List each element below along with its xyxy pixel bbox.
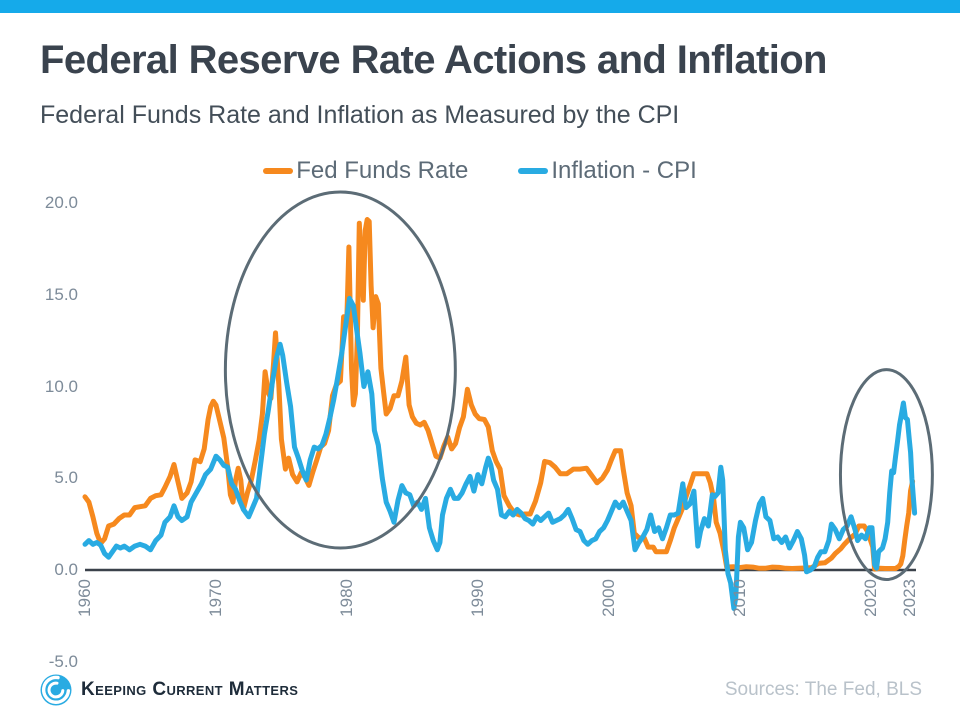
- page-subtitle: Federal Funds Rate and Inflation as Meas…: [40, 101, 680, 129]
- fed-funds-rate-legend-label: Fed Funds Rate: [296, 157, 469, 184]
- kcm-swirl-icon: [40, 674, 72, 706]
- legend-item-fed-funds-rate: Fed Funds Rate: [263, 157, 468, 185]
- inflation-cpi-line-swatch: [518, 168, 549, 174]
- x-axis-tick-label: 1970: [205, 579, 225, 617]
- x-axis-tick-label: 1980: [336, 579, 356, 617]
- y-axis-tick-label: -5.0: [48, 651, 78, 671]
- page-title: Federal Reserve Rate Actions and Inflati…: [40, 38, 827, 82]
- x-axis-tick-label: 2023: [899, 579, 919, 617]
- fed-funds-rate-line-swatch: [263, 168, 294, 174]
- legend-item-inflation-cpi: Inflation - CPI: [518, 157, 697, 185]
- x-axis-tick-label: 2020: [860, 579, 880, 617]
- top-accent-bar: [0, 0, 960, 13]
- x-axis-tick-label: 2010: [729, 579, 749, 617]
- x-axis-tick-label: 1960: [75, 579, 94, 617]
- y-axis-tick-label: 5.0: [54, 468, 78, 488]
- sources-note: Sources: The Fed, BLS: [724, 679, 922, 700]
- y-axis-tick-label: 20.0: [44, 193, 78, 212]
- inflation-cpi-legend-label: Inflation - CPI: [551, 157, 697, 184]
- kcm-logo: Keeping Current Matters: [40, 674, 298, 706]
- chart-legend: Fed Funds Rate Inflation - CPI: [0, 157, 960, 185]
- y-axis-tick-label: 10.0: [44, 376, 78, 396]
- brand-name: Keeping Current Matters: [81, 679, 299, 700]
- x-axis-tick-label: 1990: [467, 579, 487, 617]
- x-axis-tick-label: 2000: [598, 579, 618, 617]
- y-axis-tick-label: 15.0: [44, 284, 78, 304]
- y-axis-tick-label: 0.0: [54, 560, 78, 579]
